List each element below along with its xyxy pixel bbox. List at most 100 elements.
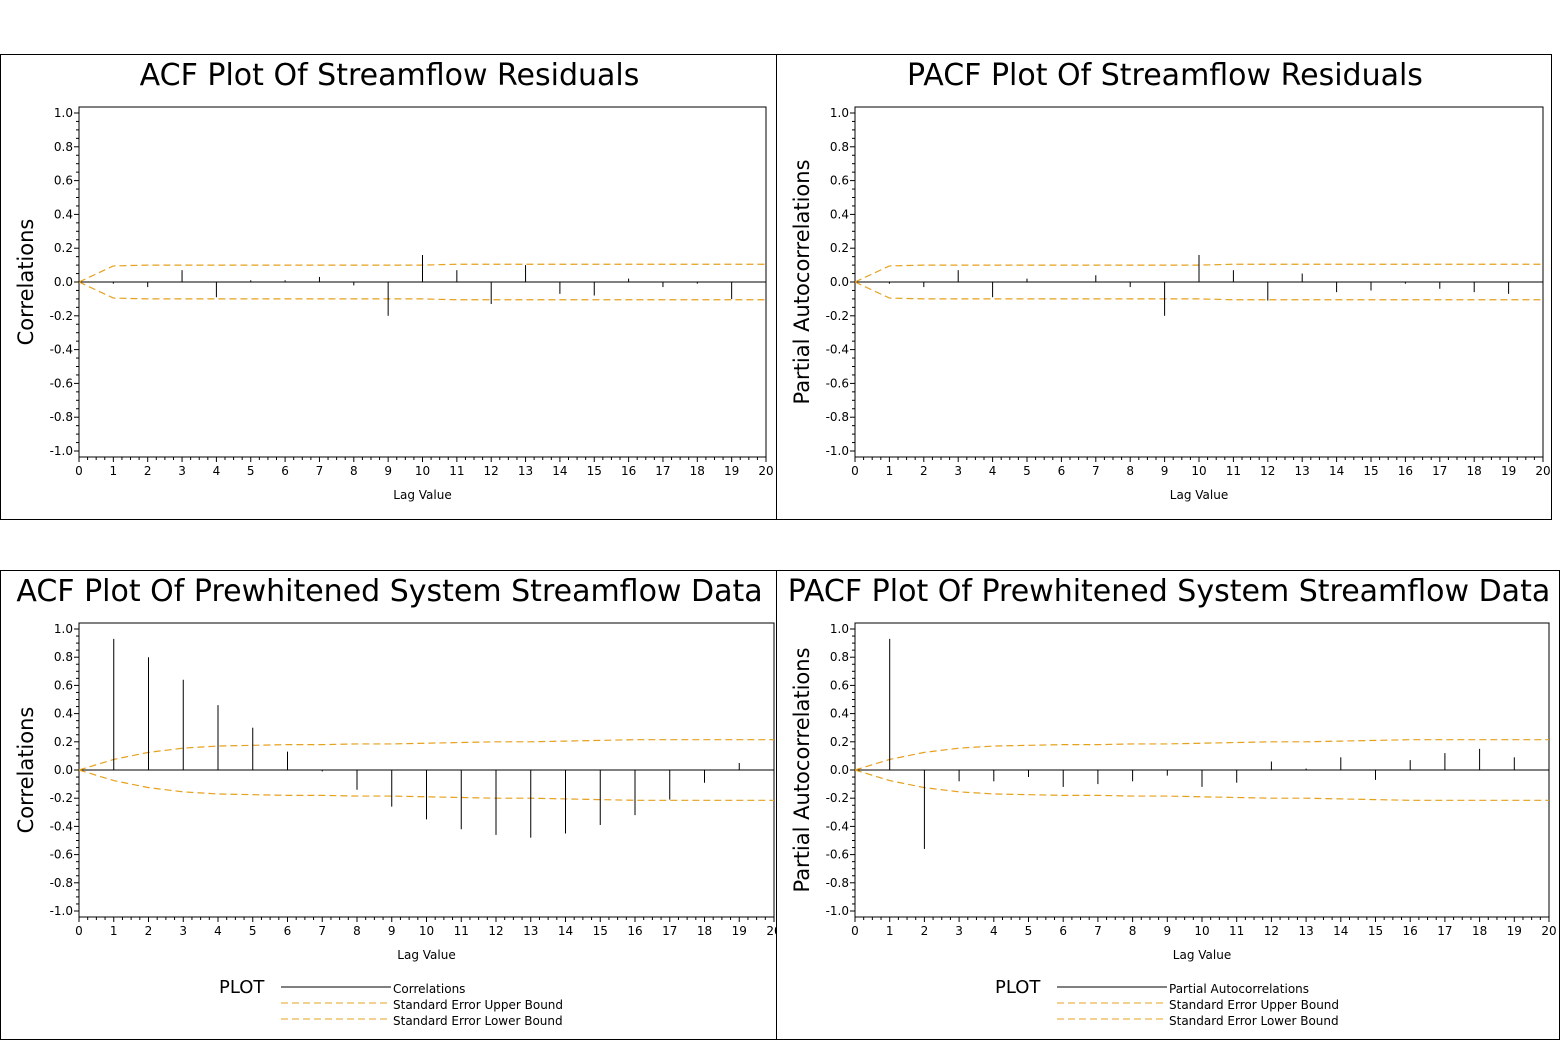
x-tick-label: 20 <box>766 924 777 938</box>
y-tick-label: -0.2 <box>826 309 849 323</box>
chart-title: ACF Plot Of Streamflow Residuals <box>140 58 640 93</box>
y-axis-label: Partial Autocorrelations <box>790 647 814 892</box>
x-tick-label: 9 <box>1161 464 1169 478</box>
x-tick-label: 11 <box>1226 464 1241 478</box>
x-tick-label: 2 <box>920 464 928 478</box>
y-tick-label: 0.2 <box>54 735 73 749</box>
x-tick-label: 0 <box>851 924 859 938</box>
x-tick-label: 17 <box>655 464 670 478</box>
x-tick-label: 1 <box>110 924 118 938</box>
y-tick-label: -1.0 <box>826 904 849 918</box>
x-tick-label: 12 <box>488 924 503 938</box>
x-tick-label: 15 <box>1363 464 1378 478</box>
x-tick-label: 5 <box>249 924 257 938</box>
y-axis-label: Partial Autocorrelations <box>790 159 814 404</box>
x-tick-label: 10 <box>1191 464 1206 478</box>
chart-title: PACF Plot Of Streamflow Residuals <box>907 58 1423 93</box>
x-tick-label: 4 <box>989 464 997 478</box>
x-tick-label: 18 <box>1467 464 1482 478</box>
x-tick-label: 20 <box>1541 924 1556 938</box>
y-tick-label: 0.8 <box>830 140 849 154</box>
x-tick-label: 15 <box>1368 924 1383 938</box>
x-tick-label: 3 <box>179 924 187 938</box>
x-tick-label: 5 <box>1023 464 1031 478</box>
x-tick-label: 1 <box>886 464 894 478</box>
x-tick-label: 9 <box>388 924 396 938</box>
y-tick-label: 1.0 <box>54 106 73 120</box>
x-tick-label: 14 <box>1329 464 1344 478</box>
y-tick-label: -1.0 <box>50 444 73 458</box>
y-tick-label: 0.6 <box>54 678 73 692</box>
x-tick-label: 20 <box>1535 464 1550 478</box>
y-tick-label: -0.2 <box>50 791 73 805</box>
y-axis-label: Correlations <box>14 219 38 346</box>
y-tick-label: 0.6 <box>830 678 849 692</box>
x-tick-label: 1 <box>110 464 118 478</box>
x-tick-label: 5 <box>247 464 255 478</box>
x-tick-label: 5 <box>1025 924 1033 938</box>
x-tick-label: 16 <box>1403 924 1418 938</box>
x-tick-label: 17 <box>662 924 677 938</box>
x-tick-label: 0 <box>75 924 83 938</box>
x-tick-label: 12 <box>1264 924 1279 938</box>
chart-svg: PACF Plot Of Prewhitened System Streamfl… <box>788 574 1557 1028</box>
x-tick-label: 3 <box>954 464 962 478</box>
y-tick-label: -0.2 <box>826 791 849 805</box>
acf-prewhitened-panel: ACF Plot Of Prewhitened System Streamflo… <box>0 570 777 1040</box>
x-tick-label: 9 <box>384 464 392 478</box>
y-tick-label: 0.0 <box>830 763 849 777</box>
y-tick-label: -1.0 <box>50 904 73 918</box>
x-tick-label: 11 <box>449 464 464 478</box>
y-tick-label: -1.0 <box>826 444 849 458</box>
y-tick-label: 0.4 <box>830 707 849 721</box>
chart-svg: ACF Plot Of Streamflow Residuals Correlat… <box>14 58 774 519</box>
x-tick-label: 10 <box>419 924 434 938</box>
x-tick-label: 2 <box>144 464 152 478</box>
x-tick-label: 18 <box>697 924 712 938</box>
chart-svg: PACF Plot Of Streamflow Residuals Partial… <box>790 58 1551 520</box>
y-tick-label: -0.6 <box>50 376 73 390</box>
x-tick-label: 12 <box>1260 464 1275 478</box>
x-tick-label: 16 <box>627 924 642 938</box>
y-tick-label: 0.2 <box>830 735 849 749</box>
y-tick-label: 0.2 <box>830 241 849 255</box>
x-tick-label: 2 <box>921 924 929 938</box>
x-tick-label: 6 <box>281 464 289 478</box>
chart-title: ACF Plot Of Prewhitened System Streamflo… <box>16 574 762 609</box>
x-axis-label: Lag Value <box>393 488 451 502</box>
x-tick-label: 8 <box>350 464 358 478</box>
pacf-residuals-panel: PACF Plot Of Streamflow Residuals Partial… <box>776 54 1552 520</box>
y-tick-label: 0.6 <box>830 174 849 188</box>
x-tick-label: 13 <box>523 924 538 938</box>
x-tick-label: 16 <box>621 464 636 478</box>
acf-residuals-panel: ACF Plot Of Streamflow Residuals Correlat… <box>0 54 777 520</box>
legend-key-label: PLOT <box>993 517 1039 520</box>
x-tick-label: 13 <box>1295 464 1310 478</box>
x-axis-label: Lag Value <box>1170 488 1228 502</box>
chart-svg: ACF Plot Of Prewhitened System Streamflo… <box>14 574 777 1028</box>
legend-lower-label: Standard Error Lower Bound <box>393 1014 563 1028</box>
x-tick-label: 8 <box>1126 464 1134 478</box>
x-tick-label: 8 <box>353 924 361 938</box>
x-tick-label: 3 <box>178 464 186 478</box>
x-tick-label: 6 <box>284 924 292 938</box>
x-tick-label: 6 <box>1058 464 1066 478</box>
y-tick-label: 0.4 <box>54 707 73 721</box>
y-axis-label: Correlations <box>14 707 38 834</box>
x-axis-label: Lag Value <box>1173 948 1231 962</box>
y-tick-label: 0.0 <box>54 763 73 777</box>
legend-key-label: PLOT <box>995 977 1041 998</box>
x-tick-label: 4 <box>990 924 998 938</box>
x-tick-label: 0 <box>75 464 83 478</box>
y-tick-label: -0.4 <box>826 819 849 833</box>
y-tick-label: -0.6 <box>826 376 849 390</box>
x-tick-label: 18 <box>1472 924 1487 938</box>
legend-upper-label: Standard Error Upper Bound <box>1169 998 1339 1012</box>
x-tick-label: 13 <box>1298 924 1313 938</box>
x-tick-label: 19 <box>724 464 739 478</box>
x-tick-label: 0 <box>851 464 859 478</box>
y-tick-label: -0.4 <box>50 819 73 833</box>
x-tick-label: 13 <box>518 464 533 478</box>
x-tick-label: 7 <box>316 464 324 478</box>
x-tick-label: 7 <box>1092 464 1100 478</box>
